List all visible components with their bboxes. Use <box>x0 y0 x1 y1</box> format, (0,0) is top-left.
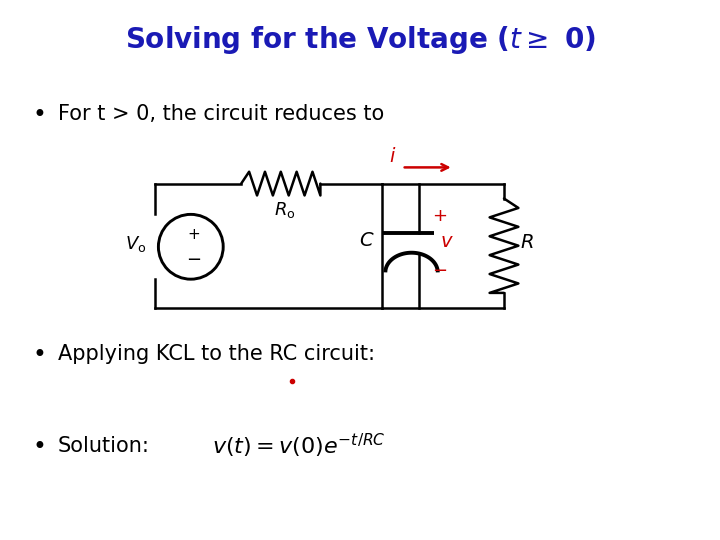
Text: •: • <box>32 343 46 367</box>
Text: $v$: $v$ <box>440 232 454 252</box>
Text: −: − <box>186 251 202 269</box>
Text: −: − <box>432 262 447 280</box>
Text: •: • <box>32 103 46 126</box>
Text: Applying KCL to the RC circuit:: Applying KCL to the RC circuit: <box>58 344 374 364</box>
Text: $V_{\mathsf{o}}$: $V_{\mathsf{o}}$ <box>125 234 147 254</box>
Text: Solving for the Voltage ($t \geq$ 0): Solving for the Voltage ($t \geq$ 0) <box>125 24 595 56</box>
Text: $R$: $R$ <box>520 233 534 253</box>
Text: $C$: $C$ <box>359 231 374 250</box>
Text: For t > 0, the circuit reduces to: For t > 0, the circuit reduces to <box>58 104 384 124</box>
Text: •: • <box>32 435 46 458</box>
Text: +: + <box>187 227 200 242</box>
Text: $v(t) = v(0)e^{-t/RC}$: $v(t) = v(0)e^{-t/RC}$ <box>212 432 386 460</box>
Text: $R_{\mathsf{o}}$: $R_{\mathsf{o}}$ <box>274 200 295 220</box>
Text: Solution:: Solution: <box>58 436 150 456</box>
Text: $i$: $i$ <box>389 147 396 166</box>
Text: +: + <box>432 207 447 225</box>
